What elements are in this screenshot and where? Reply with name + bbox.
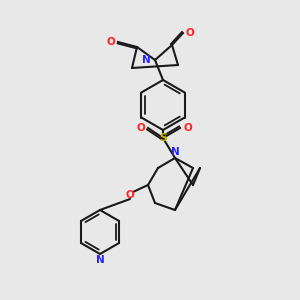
Text: N: N xyxy=(171,147,179,157)
Text: O: O xyxy=(126,190,134,200)
Text: O: O xyxy=(106,37,115,47)
Text: O: O xyxy=(136,123,145,133)
Text: O: O xyxy=(183,123,192,133)
Text: N: N xyxy=(142,55,151,65)
Text: O: O xyxy=(186,28,195,38)
Text: N: N xyxy=(96,255,104,265)
Text: S: S xyxy=(159,133,167,143)
